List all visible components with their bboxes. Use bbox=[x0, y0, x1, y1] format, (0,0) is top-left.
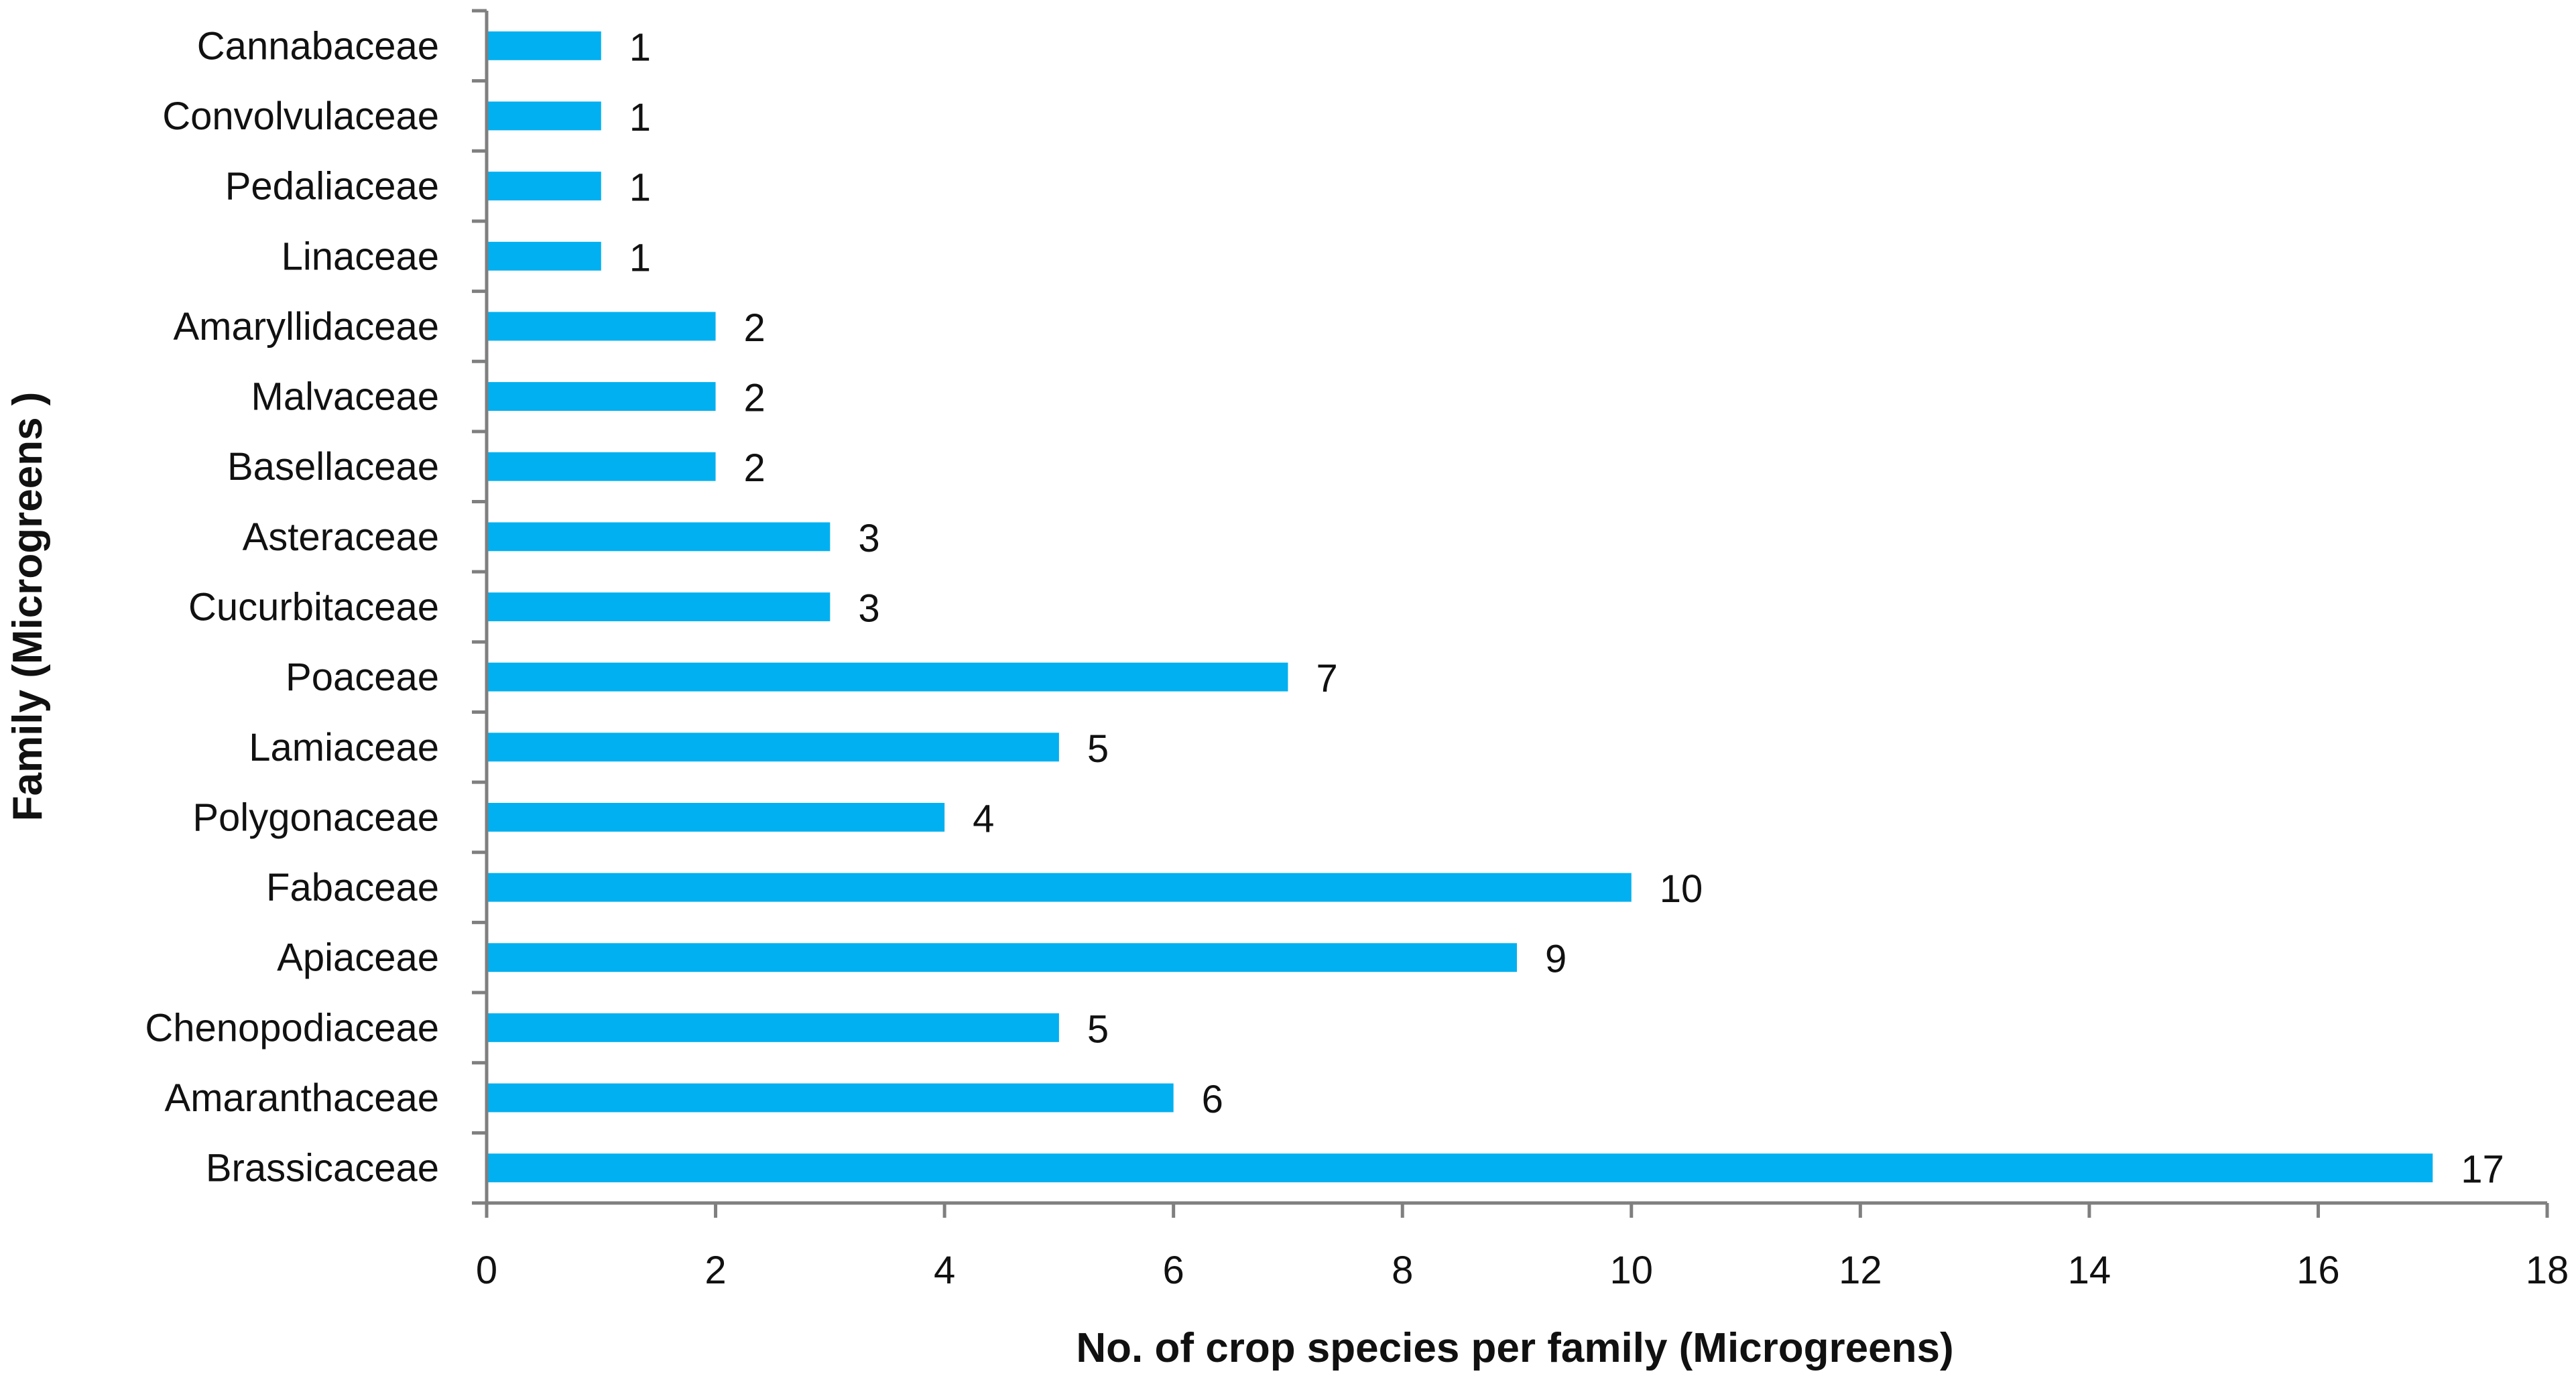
x-tick-label: 6 bbox=[1163, 1249, 1184, 1292]
bar-asteraceae bbox=[487, 522, 831, 552]
bar-cucurbitaceae bbox=[487, 592, 831, 621]
bar-lamiaceae bbox=[487, 733, 1059, 762]
y-tick-label: Chenopodiaceae bbox=[145, 1006, 439, 1050]
x-tick-label: 0 bbox=[476, 1249, 497, 1292]
data-label: 5 bbox=[1087, 727, 1109, 771]
y-tick-label: Linaceae bbox=[282, 235, 439, 278]
y-tick-label: Amaranthaceae bbox=[165, 1076, 439, 1120]
bar-amaranthaceae bbox=[487, 1083, 1174, 1113]
y-tick-label: Brassicaceae bbox=[206, 1147, 439, 1190]
data-label: 2 bbox=[744, 306, 765, 350]
x-tick-label: 10 bbox=[1610, 1249, 1654, 1292]
data-label: 1 bbox=[629, 96, 651, 139]
x-tick-label: 2 bbox=[704, 1249, 726, 1292]
x-tick-label: 18 bbox=[2526, 1249, 2569, 1292]
y-tick-label: Cucurbitaceae bbox=[188, 586, 439, 629]
data-label: 2 bbox=[744, 377, 765, 420]
bar-chenopodiaceae bbox=[487, 1013, 1059, 1042]
x-tick-label: 8 bbox=[1392, 1249, 1413, 1292]
y-tick-label: Asteraceae bbox=[243, 515, 439, 559]
y-tick-label: Amaryllidaceae bbox=[173, 305, 439, 349]
y-tick-label: Pedaliaceae bbox=[225, 165, 439, 208]
y-tick-label: Fabaceae bbox=[266, 866, 439, 909]
bar-polygonaceae bbox=[487, 802, 945, 832]
data-label: 2 bbox=[744, 446, 765, 490]
x-tick-label: 4 bbox=[934, 1249, 955, 1292]
bar-fabaceae bbox=[487, 873, 1632, 902]
y-tick-label: Lamiaceae bbox=[249, 726, 439, 769]
x-axis-title: No. of crop species per family (Microgre… bbox=[1076, 1325, 1953, 1371]
bar-convolvulaceae bbox=[487, 101, 601, 131]
y-axis-title: Family (Microgreens ) bbox=[5, 392, 51, 822]
data-label: 1 bbox=[629, 25, 651, 69]
bar-linaceae bbox=[487, 241, 601, 271]
bar-brassicaceae bbox=[487, 1153, 2433, 1183]
y-tick-label: Malvaceae bbox=[251, 375, 439, 419]
x-tick-label: 14 bbox=[2068, 1249, 2111, 1292]
data-label: 7 bbox=[1316, 657, 1337, 700]
data-label: 5 bbox=[1087, 1007, 1109, 1051]
x-tick-label: 16 bbox=[2296, 1249, 2340, 1292]
y-tick-label: Convolvulaceae bbox=[162, 94, 439, 138]
y-tick-label: Poaceae bbox=[286, 655, 439, 699]
y-tick-label: Polygonaceae bbox=[192, 796, 439, 839]
bar-amaryllidaceae bbox=[487, 312, 716, 341]
data-label: 6 bbox=[1202, 1078, 1223, 1121]
data-label: 17 bbox=[2461, 1148, 2504, 1192]
data-label: 1 bbox=[629, 236, 651, 279]
bar-basellaceae bbox=[487, 452, 716, 481]
bar-pedaliaceae bbox=[487, 172, 601, 201]
data-label: 10 bbox=[1660, 867, 1703, 911]
bar-poaceae bbox=[487, 662, 1288, 692]
data-label: 3 bbox=[858, 587, 879, 631]
bar-apiaceae bbox=[487, 943, 1517, 972]
data-label: 4 bbox=[973, 797, 994, 840]
data-label: 1 bbox=[629, 166, 651, 210]
data-label: 9 bbox=[1545, 938, 1567, 981]
y-tick-label: Apiaceae bbox=[277, 936, 439, 980]
bar-cannabaceae bbox=[487, 31, 601, 60]
data-label: 3 bbox=[858, 517, 879, 560]
y-tick-label: Basellaceae bbox=[227, 445, 439, 489]
bar-malvaceae bbox=[487, 382, 716, 412]
x-tick-label: 12 bbox=[1839, 1249, 1882, 1292]
y-tick-label: Cannabaceae bbox=[197, 24, 439, 68]
